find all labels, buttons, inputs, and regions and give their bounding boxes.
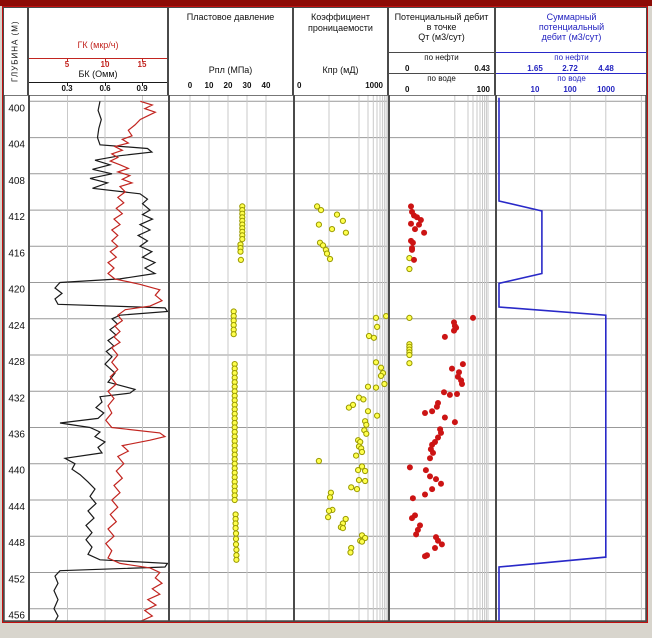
point-rate-oil-min: 0 bbox=[405, 64, 410, 73]
svg-text:432: 432 bbox=[8, 393, 25, 404]
total-rate-header-cell: Суммарный потенциальный дебит (м3/сут) п… bbox=[496, 7, 647, 95]
gk-scale-line bbox=[29, 58, 167, 59]
svg-text:448: 448 bbox=[8, 538, 25, 549]
pressure-axis-label: Рпл (МПа) bbox=[208, 65, 253, 75]
total-rate-oil-label: по нефти bbox=[554, 53, 589, 62]
gk-tick-mark bbox=[142, 59, 143, 62]
gk-axis-label: ГК (мкр/ч) bbox=[77, 40, 119, 50]
svg-text:428: 428 bbox=[8, 357, 25, 368]
point-rate-divider bbox=[389, 73, 494, 74]
svg-text:440: 440 bbox=[8, 466, 25, 477]
log-frame: ГЛУБИНА (М) ГК (мкр/ч) 5 10 15 БК (Омм) … bbox=[2, 6, 648, 623]
svg-text:408: 408 bbox=[8, 176, 25, 187]
svg-text:444: 444 bbox=[8, 502, 25, 513]
total-rate-divider bbox=[496, 52, 647, 53]
bk-tick-mark bbox=[142, 83, 143, 86]
svg-text:412: 412 bbox=[8, 212, 25, 223]
permeability-axis-label: Кпр (мД) bbox=[322, 65, 359, 75]
point-rate-water-label: по воде bbox=[427, 74, 456, 83]
point-rate-water-min: 0 bbox=[405, 85, 410, 94]
depth-header-cell: ГЛУБИНА (М) bbox=[3, 7, 29, 95]
svg-text:420: 420 bbox=[8, 285, 25, 296]
point-rate-title: Потенциальный дебит в точке Qт (м3/сут) bbox=[394, 12, 489, 42]
total-rate-title: Суммарный потенциальный дебит (м3/сут) bbox=[538, 12, 605, 42]
log-plot: 400 404 408 412 416 420 424 428 432 436 440 444 448 4… bbox=[3, 95, 647, 622]
gk-tick-mark bbox=[105, 59, 106, 62]
svg-text:424: 424 bbox=[8, 321, 25, 332]
permeability-title: Коэффициент проницаемости bbox=[308, 12, 373, 33]
bk-tick-mark bbox=[67, 83, 68, 86]
permeability-tick-min: 0 bbox=[297, 81, 302, 90]
permeability-tick-max: 1000 bbox=[365, 81, 383, 90]
bottom-margin bbox=[0, 624, 652, 638]
svg-text:416: 416 bbox=[8, 248, 25, 259]
svg-text:452: 452 bbox=[8, 575, 25, 586]
total-rate-divider bbox=[496, 73, 647, 74]
point-rate-oil-label: по нефти bbox=[424, 53, 459, 62]
svg-text:456: 456 bbox=[8, 611, 25, 622]
point-rate-water-max: 100 bbox=[476, 85, 490, 94]
point-rate-oil-max: 0.43 bbox=[474, 64, 490, 73]
total-rate-water-label: по воде bbox=[557, 74, 586, 83]
svg-text:400: 400 bbox=[8, 103, 25, 114]
curves-header-cell: ГК (мкр/ч) 5 10 15 БК (Омм) 0.3 0.6 0.9 bbox=[29, 7, 169, 95]
point-rate-divider bbox=[389, 52, 494, 53]
bk-scale-line bbox=[29, 82, 167, 83]
bk-axis-label: БК (Омм) bbox=[78, 69, 118, 79]
svg-text:404: 404 bbox=[8, 140, 25, 151]
gk-tick-mark bbox=[67, 59, 68, 62]
permeability-header-cell: Коэффициент проницаемости Кпр (мД) 0 100… bbox=[294, 7, 389, 95]
pressure-title: Пластовое давление bbox=[186, 12, 275, 22]
svg-text:436: 436 bbox=[8, 430, 25, 441]
top-maroon-bar bbox=[0, 0, 652, 6]
depth-axis-title: ГЛУБИНА (М) bbox=[10, 20, 20, 82]
pressure-header-cell: Пластовое давление Рпл (МПа) 0 10 20 30 … bbox=[169, 7, 294, 95]
point-rate-header-cell: Потенциальный дебит в точке Qт (м3/сут) … bbox=[389, 7, 496, 95]
bk-tick-mark bbox=[105, 83, 106, 86]
